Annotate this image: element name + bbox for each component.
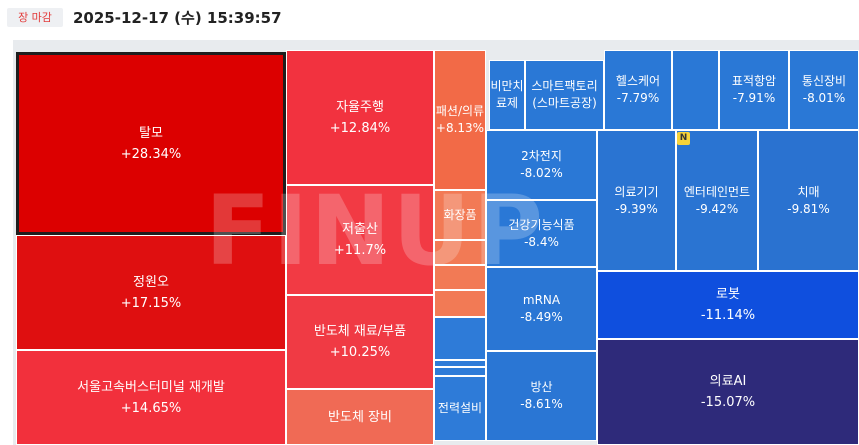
treemap-tile[interactable]: 전력설비 [434, 376, 486, 441]
tile-label: 통신장비 [801, 74, 847, 88]
treemap-tile[interactable]: 탈모 +28.34% [16, 52, 286, 235]
treemap-tile[interactable] [434, 240, 486, 265]
tile-change: -8.02% [520, 166, 563, 180]
tile-change: +11.7% [333, 243, 387, 258]
tile-label: 정원오 [133, 274, 169, 290]
tile-change: -7.79% [616, 91, 660, 105]
treemap-tile[interactable]: 서울고속버스터미널 재개발 +14.65% [16, 350, 286, 445]
tile-change: -15.07% [700, 395, 756, 410]
treemap-tile[interactable]: 건강기능식품 -8.4% [486, 200, 597, 267]
tile-label: 로봇 [716, 287, 740, 302]
tile-change: -8.4% [524, 234, 559, 249]
tile-label: 패션/의류 [435, 104, 485, 118]
treemap-tile[interactable]: 자율주행 +12.84% [286, 50, 434, 185]
treemap-tile[interactable]: 정원오 +17.15% [16, 235, 286, 350]
treemap-tile[interactable] [434, 290, 486, 317]
treemap-tile[interactable]: 비만치료제 [489, 60, 525, 130]
treemap-tile[interactable]: 의료기기 -9.39% [597, 130, 676, 271]
tile-change: -11.14% [700, 308, 756, 323]
treemap-tile[interactable]: 로봇 -11.14% [597, 271, 859, 339]
tile-label: 헬스케어 [615, 74, 661, 88]
treemap-tile[interactable] [434, 265, 486, 290]
tile-label: 건강기능식품 [508, 217, 575, 232]
tile-change: -9.39% [615, 201, 658, 216]
tile-change: +12.84% [329, 120, 391, 136]
tile-label: 의료기기 [614, 184, 659, 199]
tile-change: -8.49% [520, 310, 563, 324]
treemap-tile[interactable]: 헬스케어 -7.79% [604, 50, 672, 130]
treemap: 탈모 +28.34% 정원오 +17.15% 서울고속버스터미널 재개발 +14.65% 자… [13, 40, 859, 445]
timestamp: 2025-12-17 (수) 15:39:57 [73, 9, 282, 27]
tile-label: 저출산 [342, 222, 378, 237]
tile-change: -8.61% [520, 397, 563, 411]
tile-label: 의료AI [709, 374, 747, 389]
tile-change: +17.15% [120, 295, 182, 311]
treemap-tile[interactable] [434, 367, 486, 376]
tile-label: 자율주행 [336, 99, 384, 115]
tile-label: 치매 [797, 184, 820, 199]
tile-label: 스마트팩토리(스마트공장) [531, 79, 598, 110]
treemap-tile[interactable]: 2차전지 -8.02% [486, 130, 597, 200]
treemap-tile[interactable]: 스마트팩토리(스마트공장) [525, 60, 604, 130]
new-badge: N [677, 132, 690, 145]
treemap-tile[interactable] [672, 50, 719, 130]
tile-change: +14.65% [120, 400, 182, 416]
tile-label: 표적항암 [731, 74, 777, 88]
treemap-tile[interactable] [434, 317, 486, 360]
treemap-tile[interactable]: 의료AI -15.07% [597, 339, 859, 445]
tile-label: 화장품 [443, 207, 477, 222]
treemap-tile[interactable] [434, 360, 486, 367]
tile-change: -8.01% [802, 91, 846, 105]
tile-label: 반도체 장비 [328, 409, 392, 425]
tile-label: 비만치료제 [490, 79, 524, 110]
treemap-tile[interactable]: 표적항암 -7.91% [719, 50, 789, 130]
tile-change: -7.91% [732, 91, 776, 105]
tile-label: 방산 [530, 380, 553, 394]
tile-label: 탈모 [139, 125, 163, 141]
tile-label: 2차전지 [521, 149, 562, 163]
treemap-tile[interactable]: 치매 -9.81% [758, 130, 859, 271]
tile-change: +28.34% [120, 146, 182, 162]
treemap-tile[interactable]: 반도체 재료/부품 +10.25% [286, 295, 434, 389]
market-status-badge: 장 마감 [7, 8, 63, 27]
tile-label: 서울고속버스터미널 재개발 [77, 379, 225, 395]
treemap-tile[interactable]: 패션/의류 +8.13% [434, 50, 486, 190]
tile-change: -9.81% [787, 201, 830, 216]
tile-label: 전력설비 [437, 401, 483, 415]
header-bar: 장 마감 2025-12-17 (수) 15:39:57 [0, 0, 859, 40]
tile-label: 반도체 재료/부품 [313, 324, 407, 339]
tile-change: +8.13% [435, 121, 485, 135]
treemap-tile[interactable]: 반도체 장비 [286, 389, 434, 445]
tile-label: 엔터테인먼트 [683, 184, 751, 199]
tile-label: mRNA [522, 293, 561, 307]
tile-change: +10.25% [329, 345, 391, 360]
treemap-tile[interactable]: mRNA -8.49% [486, 267, 597, 351]
treemap-tile[interactable]: 엔터테인먼트 -9.42% [676, 130, 758, 271]
tile-change: -9.42% [695, 201, 739, 216]
treemap-tile[interactable]: 화장품 [434, 190, 486, 240]
treemap-tile[interactable]: 저출산 +11.7% [286, 185, 434, 295]
treemap-tile[interactable]: 통신장비 -8.01% [789, 50, 859, 130]
treemap-tile[interactable]: 방산 -8.61% [486, 351, 597, 441]
